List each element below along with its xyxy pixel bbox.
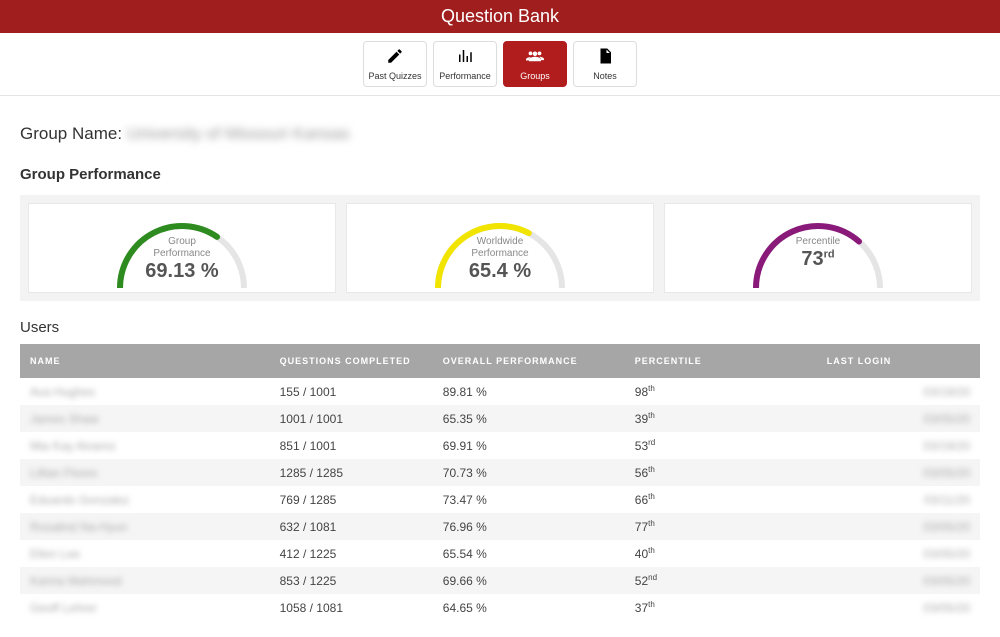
- table-row[interactable]: Lillian Flores 1285 / 1285 70.73 % 56th …: [20, 459, 980, 486]
- user-name: James Shaw: [30, 412, 99, 426]
- last-login: 03/05/20: [923, 412, 970, 426]
- col-overall-performance: OVERALL PERFORMANCE: [433, 344, 625, 378]
- group-name-row: Group Name: University of Missouri Kansa…: [20, 124, 980, 144]
- table-body: Ava Hughes 155 / 1001 89.81 % 98th 03/19…: [20, 378, 980, 621]
- overall-performance: 65.35 %: [433, 405, 625, 432]
- overall-performance: 64.65 %: [433, 594, 625, 621]
- overall-performance: 76.96 %: [433, 513, 625, 540]
- user-name: Lillian Flores: [30, 466, 97, 480]
- table-row[interactable]: Rosalind Na-Hyun 632 / 1081 76.96 % 77th…: [20, 513, 980, 540]
- tab-groups[interactable]: Groups: [503, 41, 567, 87]
- table-row[interactable]: Eduardo Gonzalez 769 / 1285 73.47 % 66th…: [20, 486, 980, 513]
- gauge-label: GroupPerformance: [102, 236, 262, 260]
- gauge-value: 65.4 %: [420, 260, 580, 283]
- user-name: Karina Mahmood: [30, 574, 121, 588]
- group-name-prefix: Group Name:: [20, 124, 122, 143]
- percentile: 77th: [625, 513, 817, 540]
- col-percentile: PERCENTILE: [625, 344, 817, 378]
- table-row[interactable]: James Shaw 1001 / 1001 65.35 % 39th 03/0…: [20, 405, 980, 432]
- questions-completed: 851 / 1001: [270, 432, 433, 459]
- percentile: 39th: [625, 405, 817, 432]
- col-last-login: LAST LOGIN: [817, 344, 980, 378]
- tab-past-quizzes[interactable]: Past Quizzes: [363, 41, 427, 87]
- overall-performance: 89.81 %: [433, 378, 625, 405]
- tab-notes[interactable]: Notes: [573, 41, 637, 87]
- last-login: 03/05/20: [923, 601, 970, 615]
- overall-performance: 69.91 %: [433, 432, 625, 459]
- last-login: 03/19/20: [923, 439, 970, 453]
- questions-completed: 1058 / 1081: [270, 594, 433, 621]
- tab-label: Notes: [593, 71, 617, 81]
- main-content: Group Name: University of Missouri Kansa…: [0, 96, 1000, 637]
- col-questions-completed: QUESTIONS COMPLETED: [270, 344, 433, 378]
- last-login: 03/11/20: [924, 493, 970, 507]
- app-title: Question Bank: [441, 6, 559, 26]
- section-title-group-performance: Group Performance: [20, 166, 980, 183]
- header-bar: Question Bank: [0, 0, 1000, 33]
- questions-completed: 632 / 1081: [270, 513, 433, 540]
- percentile: 52nd: [625, 567, 817, 594]
- gauge-label: Percentile: [738, 236, 898, 248]
- questions-completed: 412 / 1225: [270, 540, 433, 567]
- tab-label: Past Quizzes: [368, 71, 421, 81]
- user-name: Geoff Lehrer: [30, 601, 97, 615]
- percentile: 53rd: [625, 432, 817, 459]
- gauge-card: Percentile 73rd: [664, 203, 972, 293]
- gauge-text: WorldwidePerformance 65.4 %: [420, 236, 580, 283]
- percentile: 40th: [625, 540, 817, 567]
- overall-performance: 73.47 %: [433, 486, 625, 513]
- section-title-users: Users: [20, 319, 980, 336]
- percentile: 56th: [625, 459, 817, 486]
- people-icon: [524, 47, 546, 70]
- table-row[interactable]: Karina Mahmood 853 / 1225 69.66 % 52nd 0…: [20, 567, 980, 594]
- gauge-text: Percentile 73rd: [738, 236, 898, 271]
- pencil-icon: [385, 47, 405, 70]
- user-name: Eduardo Gonzalez: [30, 493, 129, 507]
- overall-performance: 65.54 %: [433, 540, 625, 567]
- gauge-card: GroupPerformance 69.13 %: [28, 203, 336, 293]
- last-login: 03/05/20: [923, 520, 970, 534]
- tab-label: Groups: [520, 71, 550, 81]
- overall-performance: 69.66 %: [433, 567, 625, 594]
- group-name-value: University of Missouri Kansas: [127, 124, 350, 144]
- table-row[interactable]: Geoff Lehrer 1058 / 1081 64.65 % 37th 03…: [20, 594, 980, 621]
- questions-completed: 155 / 1001: [270, 378, 433, 405]
- overall-performance: 70.73 %: [433, 459, 625, 486]
- user-name: Mia Kay Alvarez: [30, 439, 116, 453]
- users-table: NAME QUESTIONS COMPLETED OVERALL PERFORM…: [20, 344, 980, 621]
- gauge-row: GroupPerformance 69.13 % WorldwidePerfor…: [20, 195, 980, 301]
- percentile: 98th: [625, 378, 817, 405]
- tab-label: Performance: [439, 71, 491, 81]
- col-name: NAME: [20, 344, 270, 378]
- user-name: Ava Hughes: [30, 385, 95, 399]
- tab-performance[interactable]: Performance: [433, 41, 497, 87]
- tab-row: Past Quizzes Performance Groups Notes: [0, 33, 1000, 96]
- user-name: Rosalind Na-Hyun: [30, 520, 127, 534]
- gauge-card: WorldwidePerformance 65.4 %: [346, 203, 654, 293]
- questions-completed: 1001 / 1001: [270, 405, 433, 432]
- last-login: 03/05/20: [923, 574, 970, 588]
- gauge-text: GroupPerformance 69.13 %: [102, 236, 262, 283]
- table-row[interactable]: Mia Kay Alvarez 851 / 1001 69.91 % 53rd …: [20, 432, 980, 459]
- gauge-value: 73rd: [738, 248, 898, 271]
- percentile: 66th: [625, 486, 817, 513]
- questions-completed: 853 / 1225: [270, 567, 433, 594]
- last-login: 03/05/20: [923, 466, 970, 480]
- last-login: 03/05/20: [923, 547, 970, 561]
- bar-chart-icon: [455, 47, 475, 70]
- last-login: 03/19/20: [923, 385, 970, 399]
- user-name: Ellen Lee: [30, 547, 80, 561]
- gauge-value: 69.13 %: [102, 260, 262, 283]
- percentile: 37th: [625, 594, 817, 621]
- table-row[interactable]: Ellen Lee 412 / 1225 65.54 % 40th 03/05/…: [20, 540, 980, 567]
- document-icon: [596, 47, 614, 70]
- table-header-row: NAME QUESTIONS COMPLETED OVERALL PERFORM…: [20, 344, 980, 378]
- gauge-label: WorldwidePerformance: [420, 236, 580, 260]
- questions-completed: 1285 / 1285: [270, 459, 433, 486]
- questions-completed: 769 / 1285: [270, 486, 433, 513]
- table-row[interactable]: Ava Hughes 155 / 1001 89.81 % 98th 03/19…: [20, 378, 980, 405]
